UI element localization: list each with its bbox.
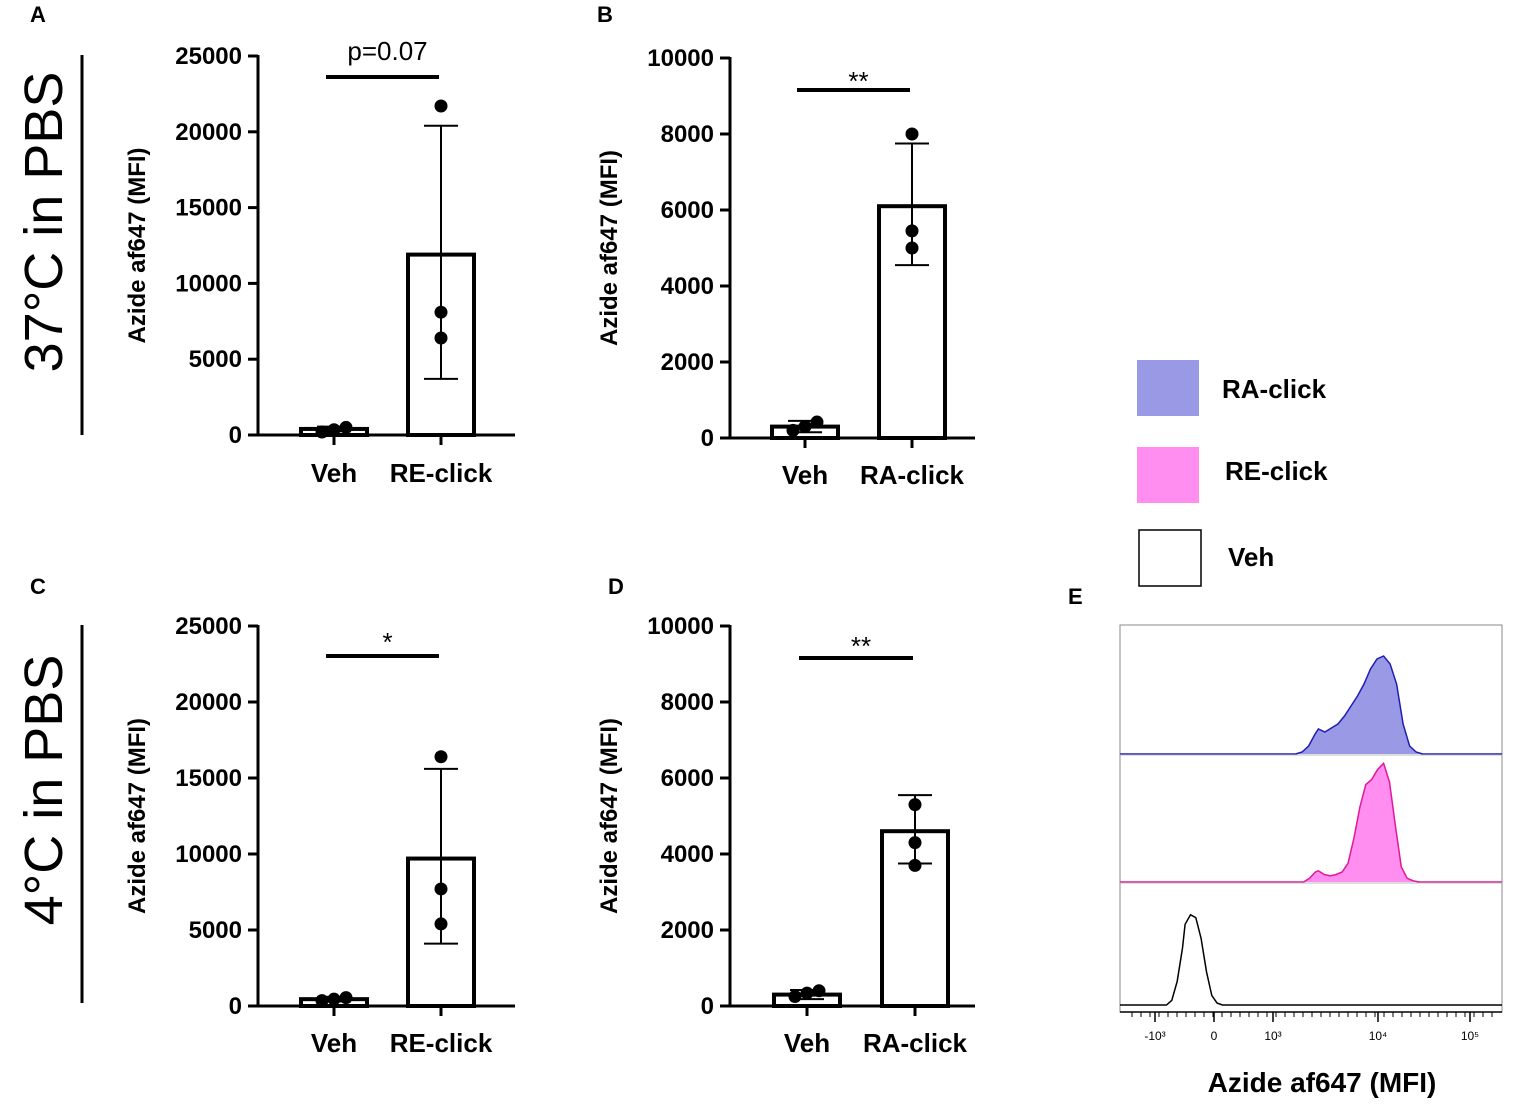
y-tick-label: 0 <box>229 422 242 449</box>
histogram-line-ra-click <box>1120 655 1502 755</box>
data-point <box>434 750 448 764</box>
x-tick-label: 10³ <box>1264 1029 1281 1043</box>
panel-b: B Azide af647 (MFI) 0 2000 4000 6000 8000 10000… <box>596 2 975 490</box>
data-point <box>786 423 800 437</box>
x-tick-label: 10⁴ <box>1369 1029 1388 1043</box>
y-tick-label: 0 <box>229 993 242 1020</box>
data-point <box>339 420 353 434</box>
data-point <box>327 992 341 1006</box>
category-label: Veh <box>311 1028 357 1058</box>
panel-label: C <box>30 574 46 599</box>
panel-a: A Azide af647 (MFI) 0 5000 10000 15000 20000 25… <box>30 2 515 488</box>
histogram-traces <box>1120 655 1502 1006</box>
data-point <box>315 425 329 439</box>
data-point <box>434 882 448 896</box>
significance-label: ** <box>848 66 868 96</box>
category-label: RE-click <box>390 1028 493 1058</box>
category-label: Veh <box>782 460 828 490</box>
y-tick-label: 8000 <box>661 689 714 716</box>
x-tick-label: 10⁵ <box>1461 1029 1479 1043</box>
y-tick-label: 5000 <box>189 917 242 944</box>
row-label-bottom: 4°C in PBS <box>14 655 74 926</box>
y-axis-label: Azide af647 (MFI) <box>124 718 151 914</box>
data-point <box>315 994 329 1008</box>
histogram-line-veh <box>1120 913 1502 1006</box>
histogram-line-re-click <box>1120 761 1502 883</box>
panel-label: B <box>597 2 613 27</box>
category-label: Veh <box>311 458 357 488</box>
significance-label: * <box>382 627 392 657</box>
y-tick-label: 5000 <box>189 346 242 373</box>
legend: RA-click RE-click Veh <box>1137 360 1328 587</box>
y-tick-label: 0 <box>701 425 714 452</box>
y-tick-label: 10000 <box>647 613 714 640</box>
y-axis-label: Azide af647 (MFI) <box>596 150 623 346</box>
y-tick-label: 4000 <box>661 273 714 300</box>
data-point <box>798 420 812 434</box>
y-tick-label: 25000 <box>175 43 242 70</box>
histogram-x-ticks: -10³ 0 10³ 10⁴ 10⁵ <box>1120 1011 1502 1043</box>
y-tick-label: 20000 <box>175 119 242 146</box>
legend-swatch-ra-click <box>1137 360 1199 416</box>
y-tick-label: 15000 <box>175 765 242 792</box>
panel-d: D Azide af647 (MFI) 0 2000 4000 6000 8000 10000… <box>596 574 975 1058</box>
data-point <box>905 224 919 238</box>
data-point <box>810 415 824 429</box>
y-tick-label: 6000 <box>661 197 714 224</box>
y-tick-label: 4000 <box>661 841 714 868</box>
data-point <box>788 990 802 1003</box>
data-point <box>434 917 448 931</box>
panel-label: A <box>30 2 46 27</box>
legend-label-re-click: RE-click <box>1225 456 1328 486</box>
panel-c: C Azide af647 (MFI) 0 5000 10000 15000 20000 25… <box>30 574 515 1058</box>
y-tick-label: 10000 <box>175 270 242 297</box>
y-tick-label: 25000 <box>175 613 242 640</box>
significance-label: p=0.07 <box>347 36 427 66</box>
data-point <box>908 836 922 850</box>
data-point <box>905 241 919 255</box>
legend-label-ra-click: RA-click <box>1222 374 1327 404</box>
x-tick-label: 0 <box>1211 1029 1218 1043</box>
row-label-top: 37°C in PBS <box>14 72 74 373</box>
legend-swatch-re-click <box>1137 447 1199 503</box>
y-tick-label: 2000 <box>661 917 714 944</box>
histogram-x-axis-label: Azide af647 (MFI) <box>1208 1067 1437 1098</box>
y-tick-label: 10000 <box>647 45 714 72</box>
significance-label: ** <box>851 631 871 661</box>
x-tick-label: -10³ <box>1144 1029 1165 1043</box>
legend-swatch-veh <box>1138 529 1202 587</box>
data-point <box>434 305 448 319</box>
y-tick-label: 20000 <box>175 689 242 716</box>
data-point <box>908 858 922 872</box>
panel-label-e: E <box>1068 584 1083 609</box>
data-point <box>327 423 341 437</box>
data-point <box>434 99 448 113</box>
data-point <box>812 984 826 998</box>
y-axis-label: Azide af647 (MFI) <box>124 147 151 343</box>
histogram-fill-ra-click <box>1120 656 1502 754</box>
y-tick-label: 2000 <box>661 349 714 376</box>
y-tick-label: 15000 <box>175 195 242 222</box>
category-label: RA-click <box>863 1028 968 1058</box>
y-tick-label: 8000 <box>661 121 714 148</box>
y-axis-label: Azide af647 (MFI) <box>596 718 623 914</box>
y-tick-label: 6000 <box>661 765 714 792</box>
data-point <box>339 991 353 1005</box>
data-point <box>434 331 448 345</box>
data-point <box>800 986 814 1000</box>
y-tick-label: 0 <box>701 993 714 1020</box>
y-tick-label: 10000 <box>175 841 242 868</box>
data-point <box>908 798 922 812</box>
panel-e: E -10³ 0 10³ 10⁴ 10⁵ Azide af647 (MFI) <box>1068 584 1503 1098</box>
data-point <box>905 127 919 141</box>
category-label: RA-click <box>860 460 965 490</box>
legend-label-veh: Veh <box>1228 542 1274 572</box>
panel-label: D <box>608 574 624 599</box>
histogram-fill-re-click <box>1120 763 1502 882</box>
histogram-frame <box>1119 624 1503 1013</box>
category-label: RE-click <box>390 458 493 488</box>
category-label: Veh <box>784 1028 830 1058</box>
